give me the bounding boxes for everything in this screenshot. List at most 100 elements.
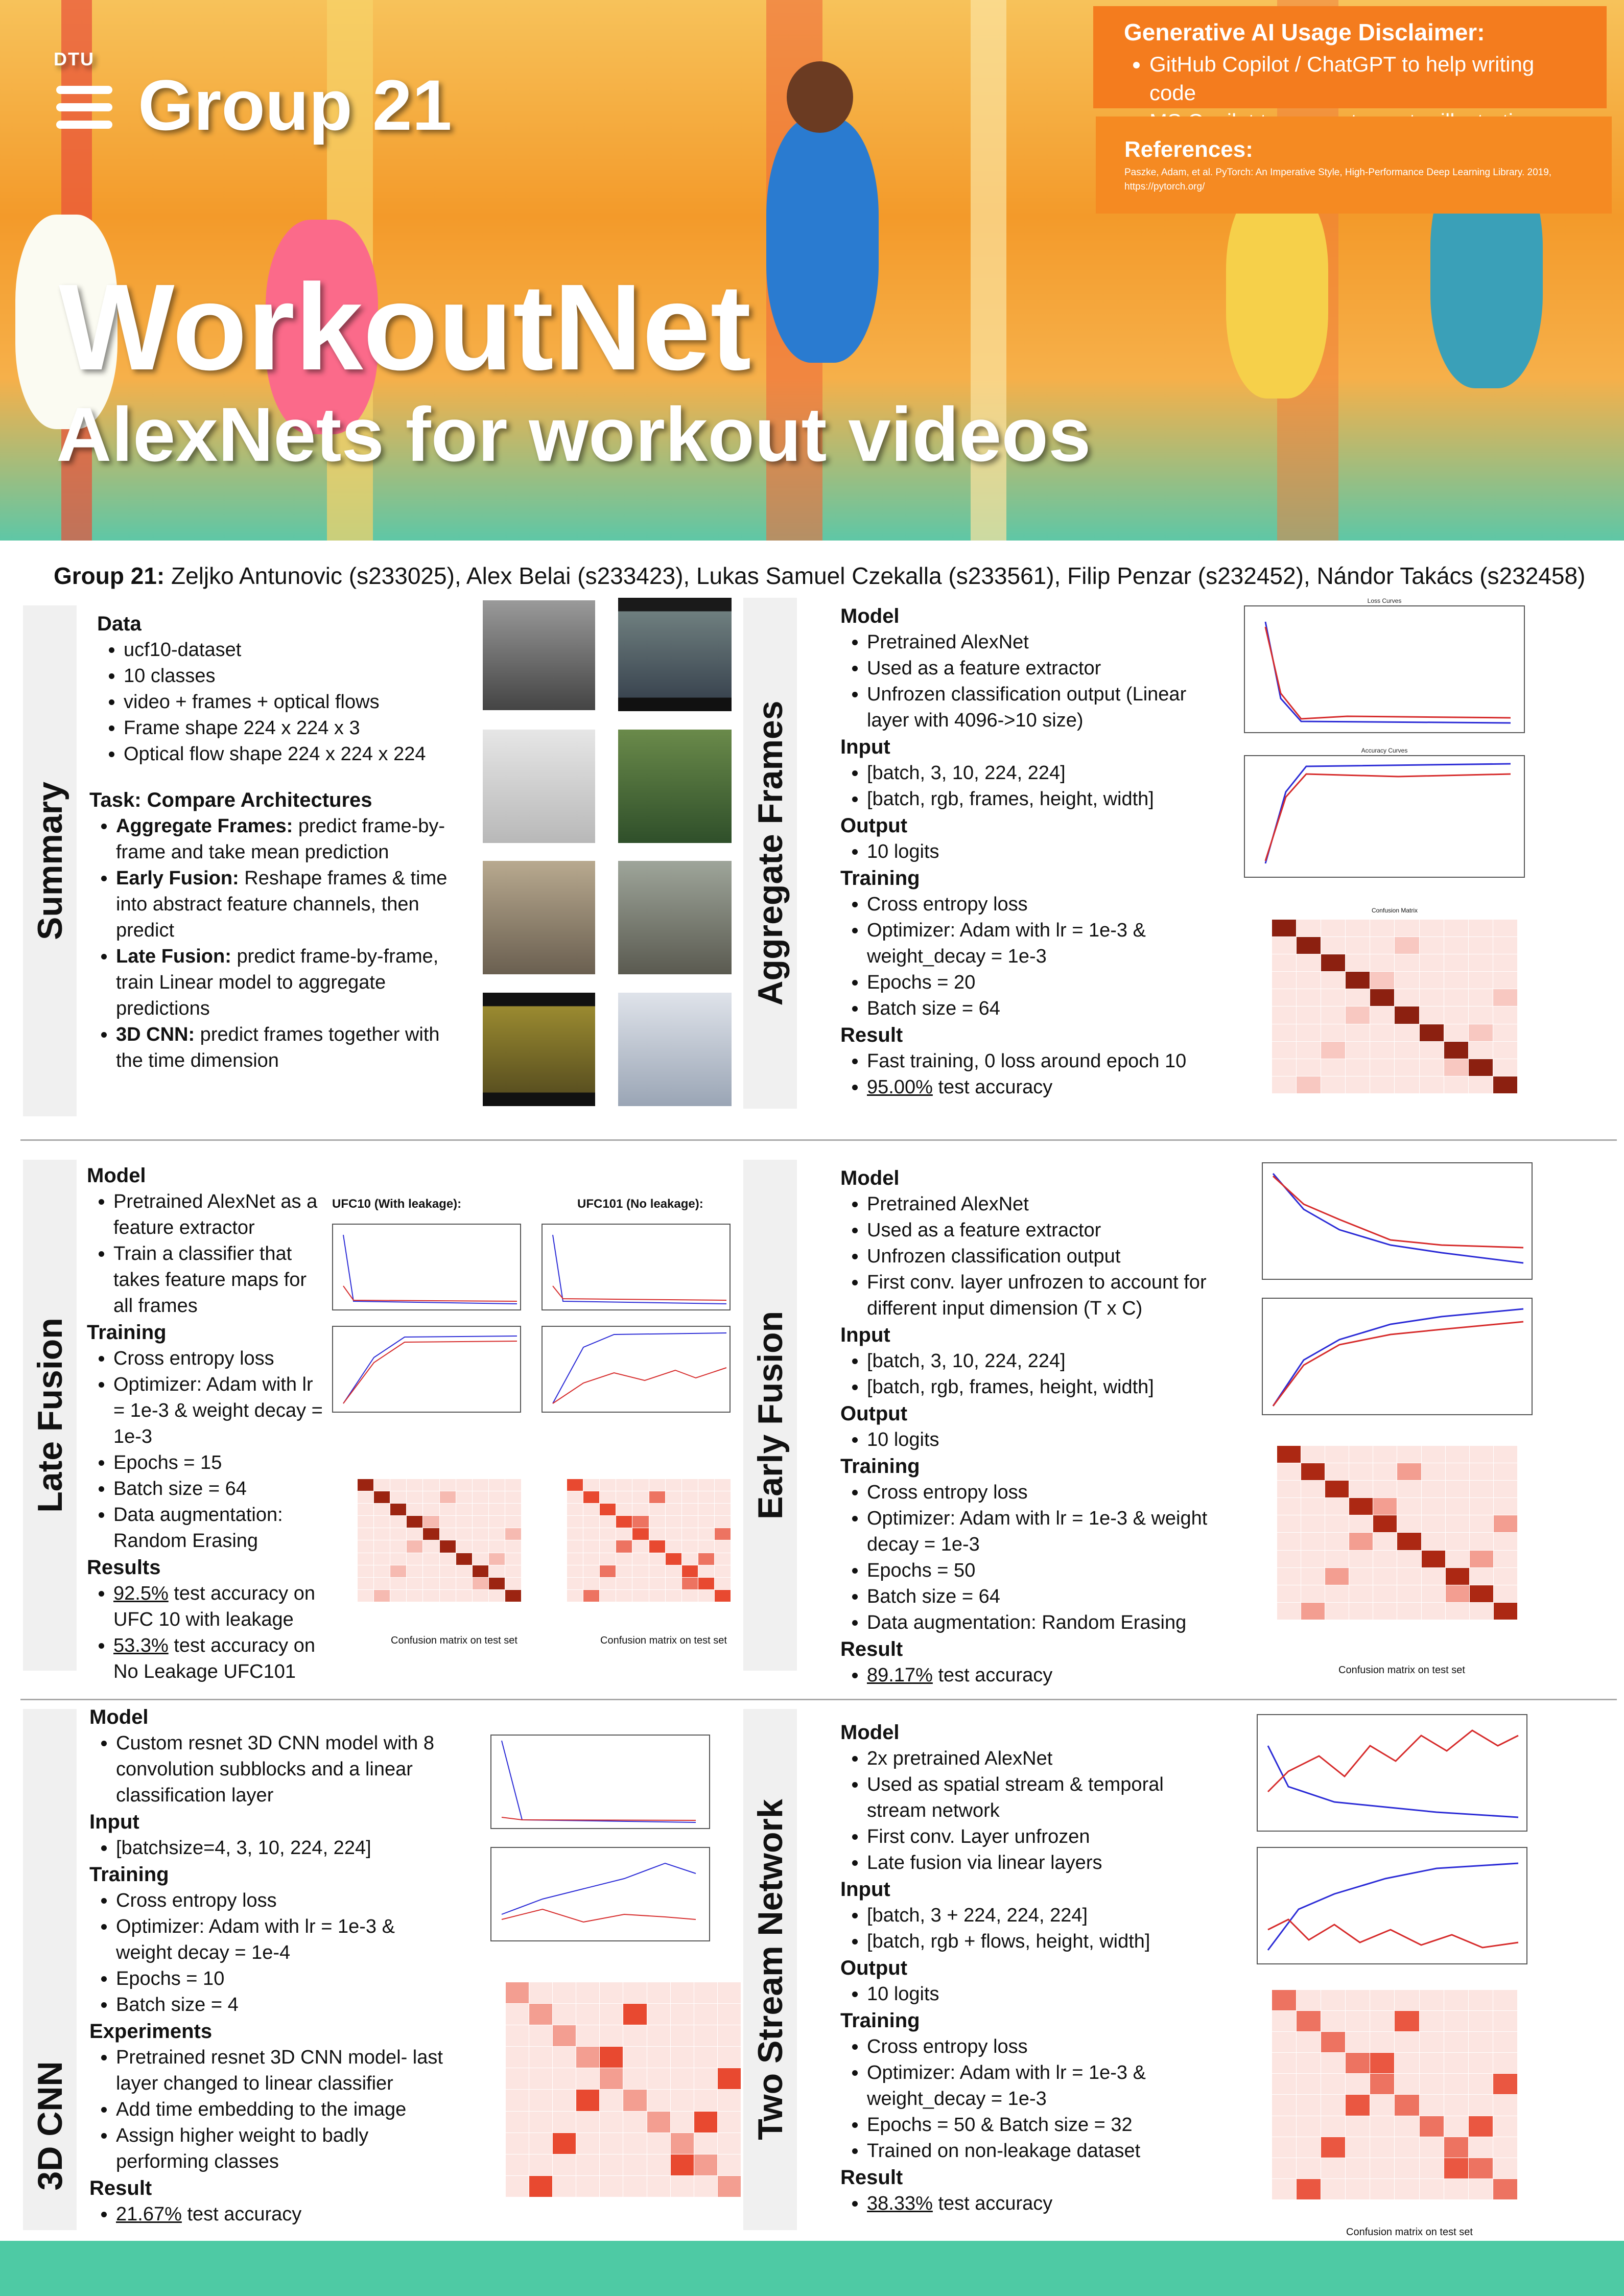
- confusion-matrix: [1272, 920, 1517, 1093]
- cm-cell: [1297, 1076, 1321, 1093]
- cm-cell: [1445, 1567, 1469, 1585]
- cm-cell: [553, 2004, 576, 2025]
- accuracy-curve-plot: [1262, 1298, 1533, 1415]
- cm-cell: [1395, 1006, 1419, 1024]
- cm-cell: [1373, 1585, 1397, 1602]
- summary-tasks: Task: Compare Architectures Aggregate Fr…: [89, 787, 457, 1074]
- cm-cell: [681, 1577, 698, 1589]
- cm-cell: [694, 2133, 717, 2154]
- references: References: Paszke, Adam, et al. PyTorch…: [1096, 116, 1612, 214]
- cm-cell: [694, 2004, 717, 2025]
- section-heading: Output: [840, 814, 908, 837]
- cm-cell: [1321, 2095, 1346, 2116]
- cm-cell: [576, 2175, 600, 2197]
- list-item: Cross entropy loss: [867, 2034, 1218, 2060]
- cm-cell: [456, 1528, 472, 1540]
- cm-cell: [505, 1491, 521, 1504]
- cm-cell: [1468, 1990, 1493, 2011]
- cm-cell: [576, 2133, 600, 2154]
- cm-cell: [1395, 1024, 1419, 1041]
- list-item: Fast training, 0 loss around epoch 10: [867, 1048, 1208, 1074]
- confusion-matrix: [358, 1479, 521, 1602]
- logo: DTU: [54, 49, 95, 69]
- cm-cell: [567, 1540, 583, 1553]
- cm-cell: [616, 1491, 632, 1504]
- list-item: [batch, rgb, frames, height, width]: [867, 786, 1208, 812]
- cm-cell: [1370, 972, 1395, 989]
- section-heading: Results: [87, 1556, 161, 1579]
- two-stream-sidebar: Two Stream Network: [743, 1709, 797, 2230]
- cm-cell: [717, 2133, 741, 2154]
- cm-cell: [623, 2004, 647, 2025]
- cm-cell: [1493, 2095, 1517, 2116]
- cm-cell: [681, 1553, 698, 1565]
- cm-cell: [506, 2154, 529, 2175]
- cm-cell: [1493, 2032, 1517, 2053]
- late-fusion-sidebar: Late Fusion: [23, 1160, 77, 1671]
- cm-cell: [1370, 1006, 1395, 1024]
- cm-cell: [390, 1504, 407, 1516]
- cm-cell: [1395, 1041, 1419, 1059]
- cm-cell: [423, 1553, 439, 1565]
- reference-link[interactable]: https://pytorch.org/: [1124, 181, 1205, 192]
- cm-cell: [717, 2068, 741, 2090]
- cm-cell: [698, 1491, 714, 1504]
- cm-cell: [616, 1553, 632, 1565]
- section-heading: Input: [840, 736, 890, 758]
- cm-cell: [1445, 1533, 1469, 1550]
- cm-cell: [1346, 1006, 1370, 1024]
- cm-cell: [1493, 1602, 1517, 1620]
- cm-cell: [1370, 2074, 1395, 2095]
- cm-cell: [390, 1516, 407, 1528]
- cm-cell: [472, 1589, 488, 1602]
- cm-cell: [374, 1589, 390, 1602]
- cm-cell: [1468, 2137, 1493, 2158]
- cm-cell: [623, 1982, 647, 2004]
- cm-cell: [553, 1982, 576, 2004]
- ai-disclaimer: Generative AI Usage Disclaimer: GitHub C…: [1093, 6, 1607, 133]
- cm-cell: [1346, 989, 1370, 1006]
- cm-caption: Confusion matrix on test set: [391, 1635, 517, 1646]
- cm-cell: [505, 1540, 521, 1553]
- cm-cell: [1346, 2137, 1370, 2158]
- sample-frame-image: [483, 861, 595, 974]
- cm-cell: [1468, 920, 1493, 937]
- cm-cell: [488, 1577, 505, 1589]
- cm-cell: [576, 1982, 600, 2004]
- cm-cell: [553, 2047, 576, 2068]
- cm-cell: [1370, 954, 1395, 972]
- cm-cell: [1321, 2074, 1346, 2095]
- cm-cell: [623, 2090, 647, 2111]
- cm-cell: [1370, 989, 1395, 1006]
- cm-cell: [717, 2090, 741, 2111]
- cm-cell: [1445, 1498, 1469, 1515]
- section-heading: Output: [840, 1402, 908, 1425]
- cm-cell: [1373, 1446, 1397, 1463]
- list-item: Optimizer: Adam with lr = 1e-3 & weight_…: [867, 2060, 1218, 2112]
- cm-cell: [694, 2090, 717, 2111]
- authors-line: Group 21: Zeljko Antunovic (s233025), Al…: [54, 562, 1585, 590]
- cm-cell: [1373, 1567, 1397, 1585]
- cm-cell: [681, 1540, 698, 1553]
- section-heading: Model: [840, 605, 900, 627]
- section-heading: Model: [840, 1721, 900, 1744]
- cm-cell: [698, 1540, 714, 1553]
- cm-cell: [439, 1565, 456, 1577]
- cm-cell: [649, 1589, 665, 1602]
- cm-cell: [374, 1516, 390, 1528]
- cm-cell: [623, 2025, 647, 2047]
- cm-cell: [439, 1540, 456, 1553]
- cm-cell: [1468, 2053, 1493, 2074]
- cm-cell: [407, 1577, 423, 1589]
- list-item: Custom resnet 3D CNN model with 8 convol…: [116, 1730, 447, 1809]
- section-heading: Training: [840, 867, 920, 889]
- cm-cell: [1370, 937, 1395, 954]
- cm-cell: [576, 2154, 600, 2175]
- list-item: Batch size = 64: [867, 996, 1208, 1022]
- cm-cell: [1395, 2137, 1419, 2158]
- cm-cell: [1493, 1533, 1517, 1550]
- list-item: [batch, 3 + 224, 224, 224]: [867, 1903, 1218, 1929]
- cm-caption: Confusion matrix on test set: [600, 1635, 727, 1646]
- list-item: Epochs = 20: [867, 970, 1208, 996]
- cm-cell: [616, 1528, 632, 1540]
